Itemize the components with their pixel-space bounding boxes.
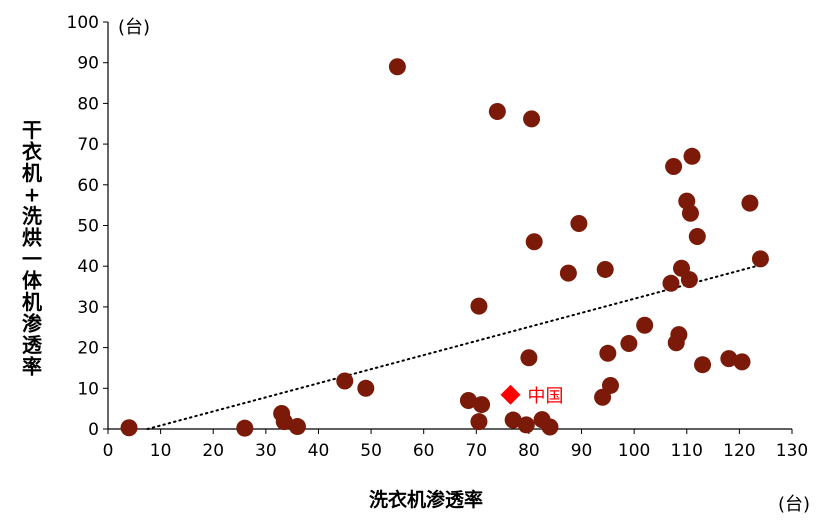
data-point (488, 103, 506, 121)
data-point (733, 353, 751, 371)
y-tick-label: 30 (77, 298, 99, 318)
data-point (275, 413, 293, 431)
highlight-group: 中国 (500, 384, 564, 407)
trendline-group (146, 263, 762, 430)
data-point (683, 147, 701, 165)
y-axis-title-char: 一 (22, 247, 42, 271)
x-tick-label: 50 (360, 441, 382, 461)
data-point (601, 376, 619, 394)
x-tick-label: 60 (413, 441, 435, 461)
x-tick-label: 0 (103, 441, 114, 461)
y-axis-title-char: 率 (22, 355, 42, 379)
data-point (473, 396, 491, 414)
data-point (541, 418, 559, 436)
x-tick-label: 10 (150, 441, 172, 461)
x-tick-label: 20 (202, 441, 224, 461)
data-point (504, 411, 522, 429)
y-axis-title-char: 衣 (22, 140, 42, 164)
highlight-point (500, 384, 521, 405)
x-tick-label: 110 (671, 441, 703, 461)
data-point (680, 271, 698, 289)
y-axis-title-char: 洗 (22, 204, 42, 228)
y-tick-label: 60 (77, 176, 99, 196)
y-tick-label: 90 (77, 54, 99, 74)
y-axis-title-char: 体 (22, 269, 43, 293)
data-point (470, 297, 488, 315)
data-point (751, 250, 769, 268)
data-point (694, 356, 712, 374)
data-point (620, 335, 638, 353)
y-tick-label: 20 (77, 339, 99, 359)
data-point (517, 416, 535, 434)
data-point (681, 204, 699, 222)
y-tick-label: 50 (77, 217, 99, 237)
x-tick-label: 70 (465, 441, 487, 461)
x-unit-label: (台) (778, 494, 810, 515)
y-tick-label: 40 (77, 257, 99, 277)
x-tick-label: 30 (255, 441, 277, 461)
data-point (570, 214, 588, 232)
data-point (665, 157, 683, 175)
y-axis-title-char: 烘 (22, 226, 42, 250)
data-point (525, 233, 543, 251)
x-tick-label: 120 (723, 441, 755, 461)
data-point (596, 260, 614, 278)
data-point (459, 392, 477, 410)
y-tick-label: 0 (88, 420, 99, 440)
y-axis-title-char: 机 (22, 290, 42, 314)
data-point (741, 194, 759, 212)
data-point (520, 349, 538, 367)
x-axis-title: 洗衣机渗透率 (369, 488, 483, 511)
y-tick-label: 100 (67, 13, 99, 33)
trendline (146, 263, 762, 430)
data-point (470, 413, 488, 431)
y-tick-label: 10 (77, 379, 99, 399)
x-tick-label: 90 (571, 441, 593, 461)
data-point (720, 350, 738, 368)
y-axis-title-char: 干 (22, 118, 42, 142)
data-points (120, 58, 769, 437)
x-tick-label: 100 (618, 441, 650, 461)
data-point (357, 379, 375, 397)
data-point (288, 418, 306, 436)
y-axis-title-char: 渗 (22, 312, 43, 336)
data-point (523, 110, 541, 128)
data-point (662, 274, 680, 292)
data-point (599, 344, 617, 362)
data-point (636, 316, 654, 334)
x-tick-label: 40 (308, 441, 330, 461)
data-point (236, 419, 254, 437)
data-point (670, 326, 688, 344)
y-axis-title-char: 机 (22, 161, 42, 185)
y-unit-label: (台) (118, 17, 150, 38)
data-point (120, 419, 138, 437)
y-tick-label: 80 (77, 94, 99, 114)
x-tick-label: 130 (776, 441, 808, 461)
highlight-label: 中国 (528, 386, 564, 407)
x-tick-label: 80 (518, 441, 540, 461)
axes: 0 10 20 30 40 50 60 70 80 90 100 0 10 20 30 40 50 60 70 80 9… (67, 13, 809, 461)
y-axis-title-char: + (24, 183, 41, 207)
y-tick-label: 70 (77, 135, 99, 155)
data-point (336, 372, 354, 390)
data-point (559, 264, 577, 282)
y-axis-title-char: 透 (22, 333, 43, 357)
data-point (688, 227, 706, 245)
data-point (388, 58, 406, 76)
